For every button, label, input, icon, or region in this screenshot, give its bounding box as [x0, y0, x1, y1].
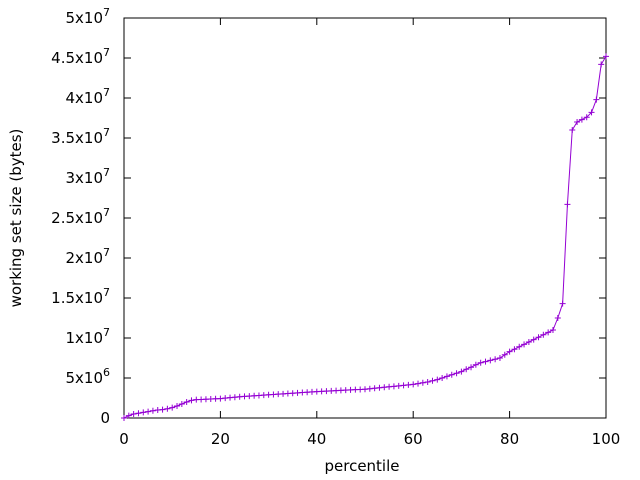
point — [125, 412, 132, 419]
point — [549, 327, 556, 333]
data-line — [123, 56, 607, 419]
point — [593, 96, 600, 103]
point — [521, 341, 528, 348]
y-tick-label-exponent: 7 — [103, 286, 110, 299]
y-tick-label-base: 4x10 — [65, 89, 103, 107]
point — [501, 351, 508, 358]
point — [530, 336, 537, 343]
y-tick-label: 5x107 — [65, 6, 110, 27]
point — [121, 415, 127, 421]
point — [506, 348, 513, 355]
y-axis-label: working set size (bytes) — [7, 129, 25, 308]
y-tick-label: 2.5x107 — [51, 206, 110, 227]
point — [164, 405, 171, 412]
y-tick-label-base: 4.5x10 — [51, 49, 103, 67]
y-tick-label-exponent: 7 — [103, 126, 110, 139]
x-tick-label: 60 — [404, 430, 423, 448]
plot-border — [123, 17, 607, 419]
point — [525, 339, 532, 345]
y-tick-label-exponent: 7 — [103, 166, 110, 179]
point — [458, 368, 465, 375]
point — [598, 61, 605, 68]
point — [453, 370, 460, 377]
point — [410, 381, 417, 388]
point — [477, 359, 484, 366]
y-tick-label: 0 — [100, 409, 110, 427]
y-tick-label: 4.5x107 — [51, 46, 110, 67]
point — [434, 376, 441, 383]
y-tick-label-exponent: 7 — [103, 246, 110, 259]
point — [569, 127, 576, 133]
y-tick-label-exponent: 7 — [103, 206, 110, 219]
x-tick-label: 0 — [119, 430, 129, 448]
point — [439, 375, 446, 381]
point — [419, 379, 426, 386]
point — [145, 408, 152, 415]
point — [545, 329, 552, 336]
y-tick-label: 1x107 — [65, 326, 110, 347]
point — [149, 407, 156, 414]
point — [535, 334, 542, 341]
point — [554, 315, 561, 321]
y-tick-label: 4x107 — [65, 86, 110, 107]
point — [183, 399, 190, 405]
y-tick-label-exponent: 7 — [103, 326, 110, 339]
point — [443, 373, 450, 380]
point — [583, 114, 590, 121]
point — [468, 364, 475, 371]
y-tick-label: 1.5x107 — [51, 286, 110, 307]
point — [415, 380, 422, 387]
y-tick-label-base: 2.5x10 — [51, 209, 103, 227]
point — [496, 355, 503, 361]
point — [540, 331, 547, 338]
y-tick-label-exponent: 7 — [103, 86, 110, 99]
x-tick-label: 80 — [500, 430, 519, 448]
point — [159, 406, 166, 413]
point — [564, 201, 571, 208]
y-tick-label-base: 1x10 — [65, 329, 103, 347]
x-tick-label: 20 — [211, 430, 230, 448]
x-tick-label: 100 — [592, 430, 621, 448]
point — [492, 356, 499, 363]
y-tick-label-base: 2x10 — [65, 249, 103, 267]
y-tick-label-base: 5x10 — [65, 9, 103, 27]
point — [135, 410, 142, 417]
point — [472, 361, 479, 368]
point — [588, 109, 595, 116]
y-tick-label: 3x107 — [65, 166, 110, 187]
y-tick-label-base: 1.5x10 — [51, 289, 103, 307]
point — [130, 411, 137, 417]
point — [448, 371, 455, 378]
y-tick-label-base: 3.5x10 — [51, 129, 103, 147]
y-tick-label-base: 5x10 — [65, 369, 103, 387]
point — [169, 404, 176, 411]
y-tick-label-base: 3x10 — [65, 169, 103, 187]
y-tick-label-exponent: 7 — [103, 46, 110, 59]
point — [559, 300, 566, 307]
y-tick-label: 3.5x107 — [51, 126, 110, 147]
y-tick-label-exponent: 6 — [103, 366, 110, 379]
point — [174, 403, 181, 409]
point — [424, 379, 431, 385]
point — [574, 119, 581, 125]
y-tick-label-exponent: 7 — [103, 6, 110, 19]
point — [140, 409, 147, 416]
point — [178, 401, 185, 407]
y-tick-label: 5x106 — [65, 366, 110, 387]
point — [429, 377, 436, 384]
point — [463, 366, 470, 373]
point — [511, 346, 518, 353]
point — [578, 116, 585, 123]
point — [188, 397, 195, 404]
point — [516, 343, 523, 350]
x-tick-label: 40 — [307, 430, 326, 448]
point — [487, 357, 494, 364]
x-axis-label: percentile — [324, 457, 399, 475]
point — [482, 358, 489, 365]
y-tick-label: 2x107 — [65, 246, 110, 267]
point — [603, 53, 609, 60]
